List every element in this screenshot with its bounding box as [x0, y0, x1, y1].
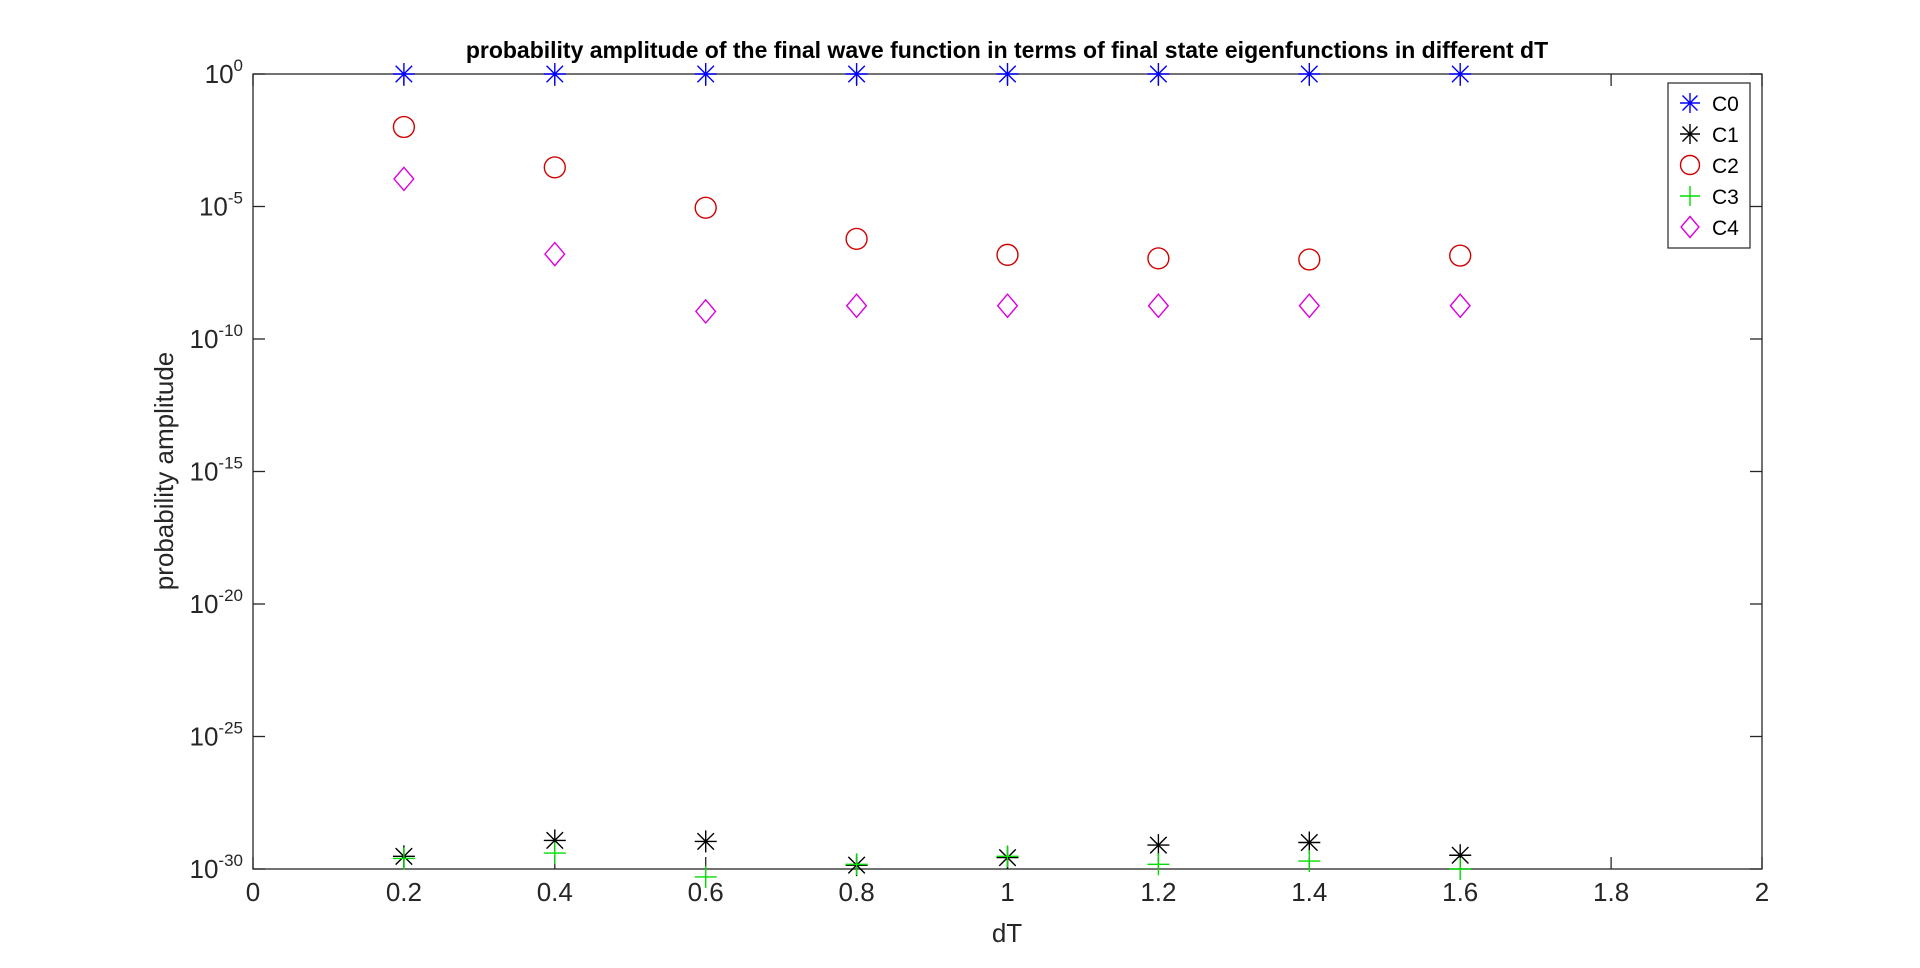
data-point [845, 293, 868, 319]
legend-label: C1 [1712, 124, 1739, 147]
data-point [845, 853, 868, 876]
y-tick-label: 100 [205, 56, 243, 89]
x-tick-label: 1.2 [1140, 877, 1176, 907]
x-tick-label: 1.8 [1593, 877, 1629, 907]
data-point [1449, 244, 1472, 267]
data-point [996, 293, 1019, 319]
x-tick-label: 0.2 [386, 877, 422, 907]
data-point [996, 243, 1019, 266]
legend-item: C1 [1680, 124, 1739, 147]
data-point [694, 63, 717, 85]
data-point [694, 830, 717, 853]
x-tick-label: 0.4 [537, 877, 573, 907]
x-tick-label: 1.4 [1291, 877, 1327, 907]
data-point [1298, 63, 1321, 85]
data-point [393, 166, 415, 192]
chart-title: probability amplitude of the final wave … [466, 37, 1548, 63]
legend-item: C3 [1680, 186, 1739, 209]
data-point [392, 63, 415, 85]
legend-item: C4 [1680, 215, 1739, 240]
data-point [1147, 293, 1170, 319]
legend-label: C2 [1712, 155, 1739, 178]
legend: C0 C1 C2 C3 C4 [1667, 82, 1751, 249]
data-point [1298, 850, 1321, 873]
y-tick-label: 10-10 [190, 321, 244, 354]
y-axis-label: probability amplitude [149, 352, 179, 590]
x-tick-label: 1.6 [1442, 877, 1478, 907]
data-point [1147, 853, 1170, 876]
legend-item: C0 [1680, 93, 1739, 116]
data-point [1298, 293, 1321, 319]
data-point [1449, 63, 1472, 85]
data-point [845, 227, 868, 251]
data-point [544, 241, 566, 267]
legend-label: C4 [1712, 217, 1739, 240]
data-point [543, 63, 566, 85]
data-point [392, 847, 415, 870]
x-tick-label: 2 [1755, 877, 1769, 907]
x-axis-label: dT [992, 918, 1022, 948]
data-point [543, 842, 566, 865]
data-point [996, 63, 1019, 85]
data-point [1449, 858, 1472, 880]
data-point [694, 196, 717, 219]
x-tick-label: 0.8 [839, 877, 875, 907]
x-tick-label: 1 [1000, 877, 1014, 907]
legend-marker [1680, 124, 1700, 144]
data-point [1298, 831, 1321, 854]
series-C3 [392, 842, 1472, 888]
y-tick-label: 10-5 [199, 189, 243, 222]
plot-area [252, 73, 1763, 870]
data-point [996, 845, 1019, 868]
y-tick-label: 10-20 [190, 586, 244, 619]
data-point [1449, 293, 1471, 319]
data-point [1147, 834, 1170, 857]
series-C2 [392, 115, 1472, 271]
x-tick-label: 0 [246, 877, 260, 907]
legend-box [1667, 82, 1751, 249]
series-C4 [393, 166, 1471, 325]
data-point [694, 298, 717, 325]
data-point [1147, 247, 1170, 270]
legend-item: C2 [1679, 154, 1739, 178]
legend-marker [1680, 215, 1700, 239]
data-point [1298, 248, 1321, 271]
legend-marker [1679, 154, 1701, 176]
legend-marker [1680, 186, 1700, 206]
legend-label: C3 [1712, 186, 1739, 209]
y-tick-label: 10-30 [190, 851, 244, 884]
y-tick-label: 10-15 [190, 454, 244, 487]
legend-label: C0 [1712, 93, 1739, 116]
legend-marker [1680, 93, 1700, 113]
data-marks [392, 63, 1472, 888]
series-C0 [392, 63, 1472, 85]
y-tick-label: 10-25 [190, 719, 244, 752]
data-point [694, 865, 717, 888]
data-point [392, 115, 416, 139]
data-point [543, 156, 566, 179]
data-point [845, 63, 868, 85]
data-point [1147, 63, 1170, 85]
